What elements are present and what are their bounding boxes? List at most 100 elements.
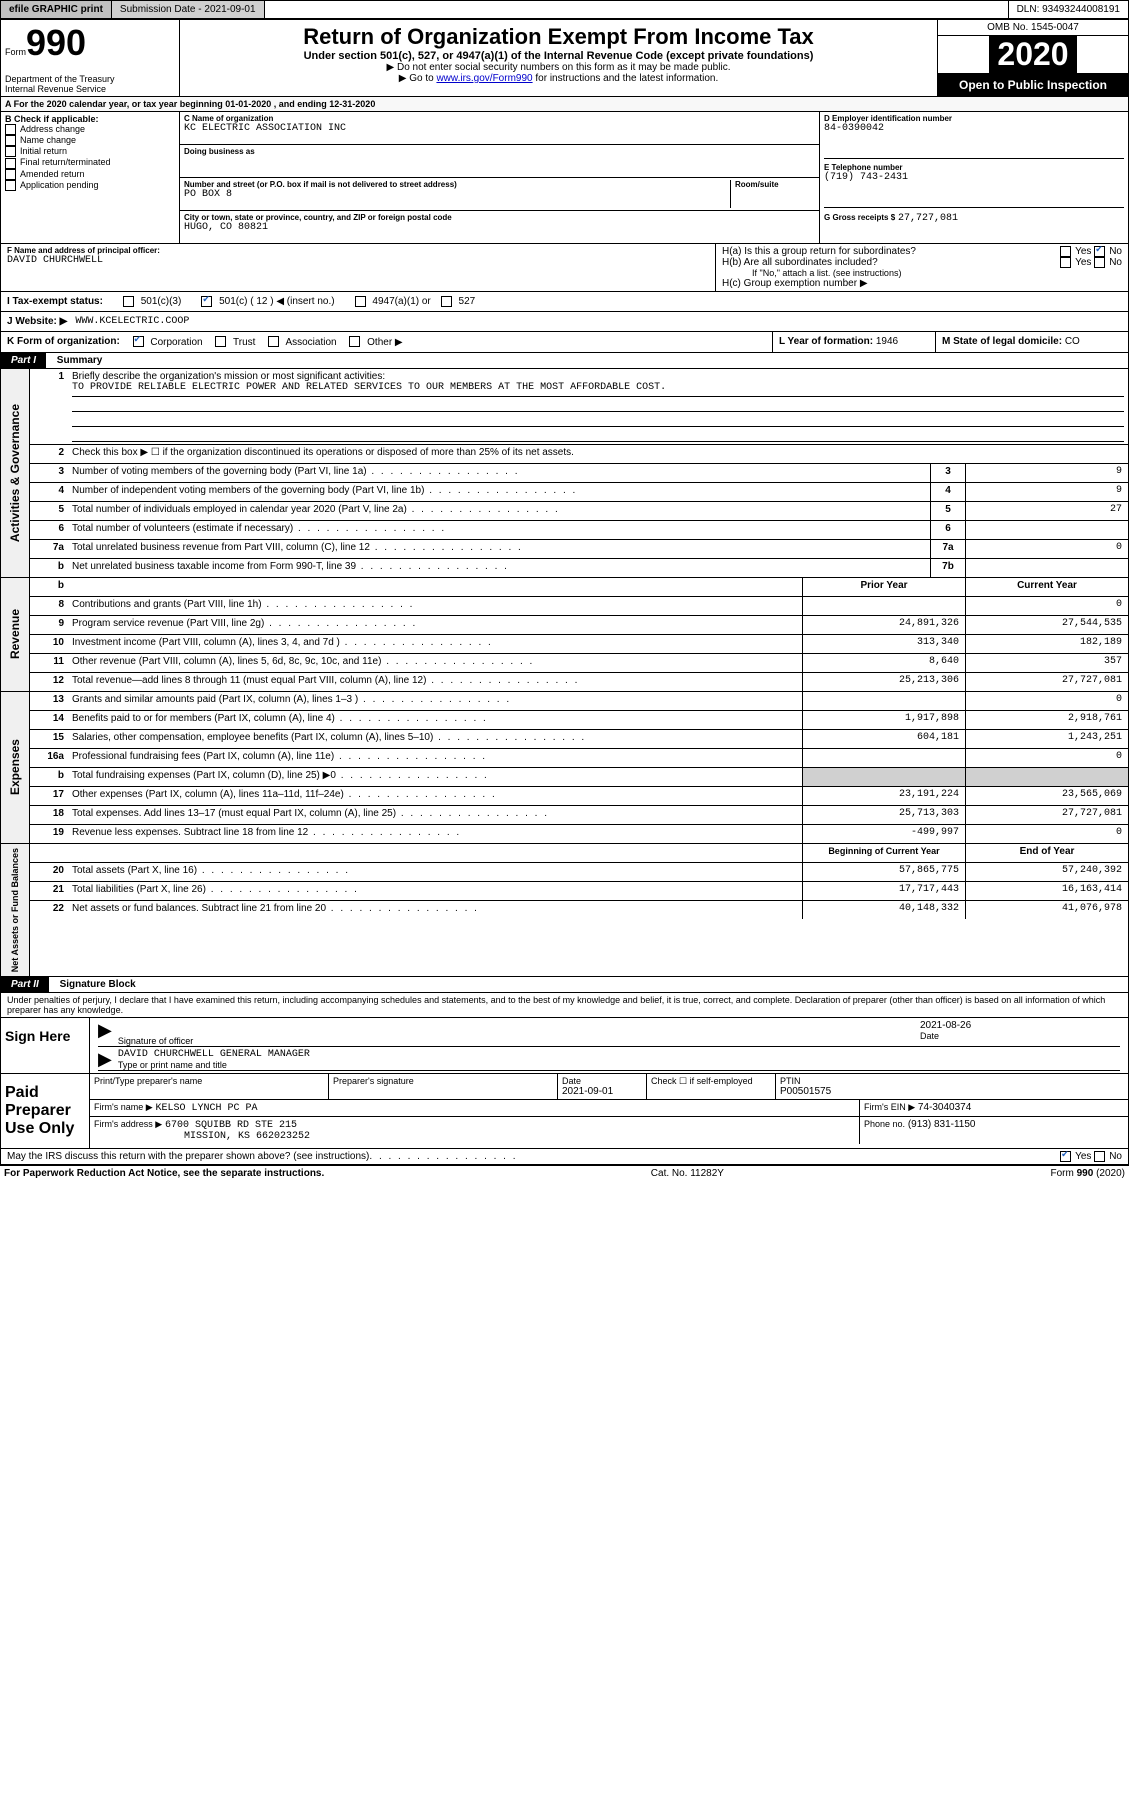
state-domicile: CO (1065, 336, 1080, 347)
table-row: 9Program service revenue (Part VIII, lin… (30, 616, 1128, 635)
table-row: 3Number of voting members of the governi… (30, 464, 1128, 483)
table-row: 11Other revenue (Part VIII, column (A), … (30, 654, 1128, 673)
part-i-header: Part I Summary (1, 353, 1128, 369)
ssn-note: ▶ Do not enter social security numbers o… (184, 62, 933, 73)
ptin-value: P00501575 (780, 1086, 1124, 1097)
table-row: 5Total number of individuals employed in… (30, 502, 1128, 521)
form-ref: Form 990 (2020) (1051, 1168, 1125, 1179)
self-employed-check[interactable]: Check ☐ if self-employed (651, 1076, 771, 1087)
discuss-no-checkbox[interactable] (1094, 1151, 1105, 1162)
side-label-gov: Activities & Governance (6, 400, 24, 546)
side-label-rev: Revenue (6, 605, 24, 663)
side-label-exp: Expenses (6, 735, 24, 799)
irs-label: Internal Revenue Service (5, 84, 115, 94)
sign-here-label: Sign Here (1, 1018, 90, 1073)
ha-yes-checkbox[interactable] (1060, 246, 1071, 257)
firm-addr2: MISSION, KS 662023252 (184, 1131, 855, 1142)
org-street: PO BOX 8 (184, 189, 726, 200)
begin-year-header: Beginning of Current Year (802, 844, 965, 862)
table-row: 22Net assets or fund balances. Subtract … (30, 901, 1128, 919)
paid-preparer-section: Paid Preparer Use Only Print/Type prepar… (1, 1074, 1128, 1149)
ha-no-checkbox[interactable] (1094, 246, 1105, 257)
section-c-org-info: C Name of organization KC ELECTRIC ASSOC… (180, 112, 819, 243)
dln-label: DLN: 93493244008191 (1008, 1, 1128, 18)
table-row: 19Revenue less expenses. Subtract line 1… (30, 825, 1128, 843)
table-row: 13Grants and similar amounts paid (Part … (30, 692, 1128, 711)
table-row: 21Total liabilities (Part X, line 26)17,… (30, 882, 1128, 901)
open-public-badge: Open to Public Inspection (938, 74, 1128, 96)
cat-number: Cat. No. 11282Y (651, 1168, 724, 1179)
top-bar: efile GRAPHIC print Submission Date - 20… (0, 0, 1129, 19)
form-number: 990 (26, 22, 86, 63)
form-title: Return of Organization Exempt From Incom… (184, 24, 933, 50)
firm-ein: 74-3040374 (918, 1102, 971, 1113)
table-row: 20Total assets (Part X, line 16)57,865,7… (30, 863, 1128, 882)
cb-corporation[interactable] (133, 336, 144, 347)
section-b-checkboxes: B Check if applicable: Address change Na… (1, 112, 180, 243)
submission-date: Submission Date - 2021-09-01 (112, 1, 265, 18)
prep-date: 2021-09-01 (562, 1086, 642, 1097)
firm-phone: (913) 831-1150 (908, 1119, 976, 1130)
irs-form990-link[interactable]: www.irs.gov/Form990 (436, 73, 532, 84)
cb-501c[interactable] (201, 296, 212, 307)
cb-527[interactable] (441, 296, 452, 307)
paid-preparer-label: Paid Preparer Use Only (1, 1074, 90, 1148)
checkbox-final-return[interactable] (5, 158, 16, 169)
discuss-yes-checkbox[interactable] (1060, 1151, 1071, 1162)
checkbox-name-change[interactable] (5, 135, 16, 146)
sign-arrow-icon-2: ▶ (98, 1049, 112, 1070)
expenses-section: Expenses 13Grants and similar amounts pa… (1, 692, 1128, 844)
checkbox-address-change[interactable] (5, 124, 16, 135)
discuss-row: May the IRS discuss this return with the… (1, 1149, 1128, 1165)
table-row: 10Investment income (Part VIII, column (… (30, 635, 1128, 654)
checkbox-application-pending[interactable] (5, 180, 16, 191)
end-year-header: End of Year (965, 844, 1128, 862)
sign-date: 2021-08-26 (920, 1020, 1120, 1031)
checkbox-amended-return[interactable] (5, 169, 16, 180)
side-label-net: Net Assets or Fund Balances (8, 844, 22, 976)
table-row: 14Benefits paid to or for members (Part … (30, 711, 1128, 730)
section-d-e-g: D Employer identification number 84-0390… (819, 112, 1128, 243)
ha-label: H(a) Is this a group return for subordin… (722, 246, 916, 257)
omb-number: OMB No. 1545-0047 (938, 20, 1128, 36)
table-row: 8Contributions and grants (Part VIII, li… (30, 597, 1128, 616)
table-row: 17Other expenses (Part IX, column (A), l… (30, 787, 1128, 806)
checkbox-initial-return[interactable] (5, 146, 16, 157)
cb-association[interactable] (268, 336, 279, 347)
cb-trust[interactable] (215, 336, 226, 347)
table-row: 12Total revenue—add lines 8 through 11 (… (30, 673, 1128, 691)
tax-year: 2020 (989, 36, 1076, 73)
table-row: 7aTotal unrelated business revenue from … (30, 540, 1128, 559)
hb-yes-checkbox[interactable] (1060, 257, 1071, 268)
cb-other[interactable] (349, 336, 360, 347)
net-assets-section: Net Assets or Fund Balances Beginning of… (1, 844, 1128, 977)
q1-label: Briefly describe the organization's miss… (72, 371, 385, 382)
section-b-c-d: B Check if applicable: Address change Na… (1, 112, 1128, 244)
activities-governance-section: Activities & Governance 1 Briefly descri… (1, 369, 1128, 578)
perjury-statement: Under penalties of perjury, I declare th… (1, 993, 1128, 1018)
principal-officer: DAVID CHURCHWELL (7, 255, 709, 266)
year-formation: 1946 (876, 336, 898, 347)
section-k-l-m: K Form of organization: Corporation Trus… (1, 332, 1128, 352)
sign-here-section: Sign Here ▶ Signature of officer 2021-08… (1, 1018, 1128, 1074)
telephone-value: (719) 743-2431 (824, 172, 1124, 183)
sign-arrow-icon: ▶ (98, 1020, 112, 1046)
goto-note: ▶ Go to www.irs.gov/Form990 for instruct… (184, 73, 933, 84)
hb-no-checkbox[interactable] (1094, 257, 1105, 268)
cb-501c3[interactable] (123, 296, 134, 307)
cb-4947[interactable] (355, 296, 366, 307)
section-f-h: F Name and address of principal officer:… (1, 244, 1128, 292)
q2-discontinued: Check this box ▶ ☐ if the organization d… (68, 445, 1128, 463)
form-990-page: Form990 Department of the Treasury Inter… (0, 19, 1129, 1166)
form-label: Form (5, 47, 26, 57)
website-value: WWW.KCELECTRIC.COOP (75, 316, 189, 327)
mission-text: TO PROVIDE RELIABLE ELECTRIC POWER AND R… (72, 382, 1124, 397)
pra-notice: For Paperwork Reduction Act Notice, see … (4, 1168, 324, 1179)
revenue-section: Revenue b Prior Year Current Year 8Contr… (1, 578, 1128, 692)
part-ii-header: Part II Signature Block (1, 977, 1128, 993)
table-row: 15Salaries, other compensation, employee… (30, 730, 1128, 749)
table-row: 16aProfessional fundraising fees (Part I… (30, 749, 1128, 768)
table-row: 18Total expenses. Add lines 13–17 (must … (30, 806, 1128, 825)
org-city: HUGO, CO 80821 (184, 222, 815, 233)
efile-print-button[interactable]: efile GRAPHIC print (1, 1, 112, 18)
